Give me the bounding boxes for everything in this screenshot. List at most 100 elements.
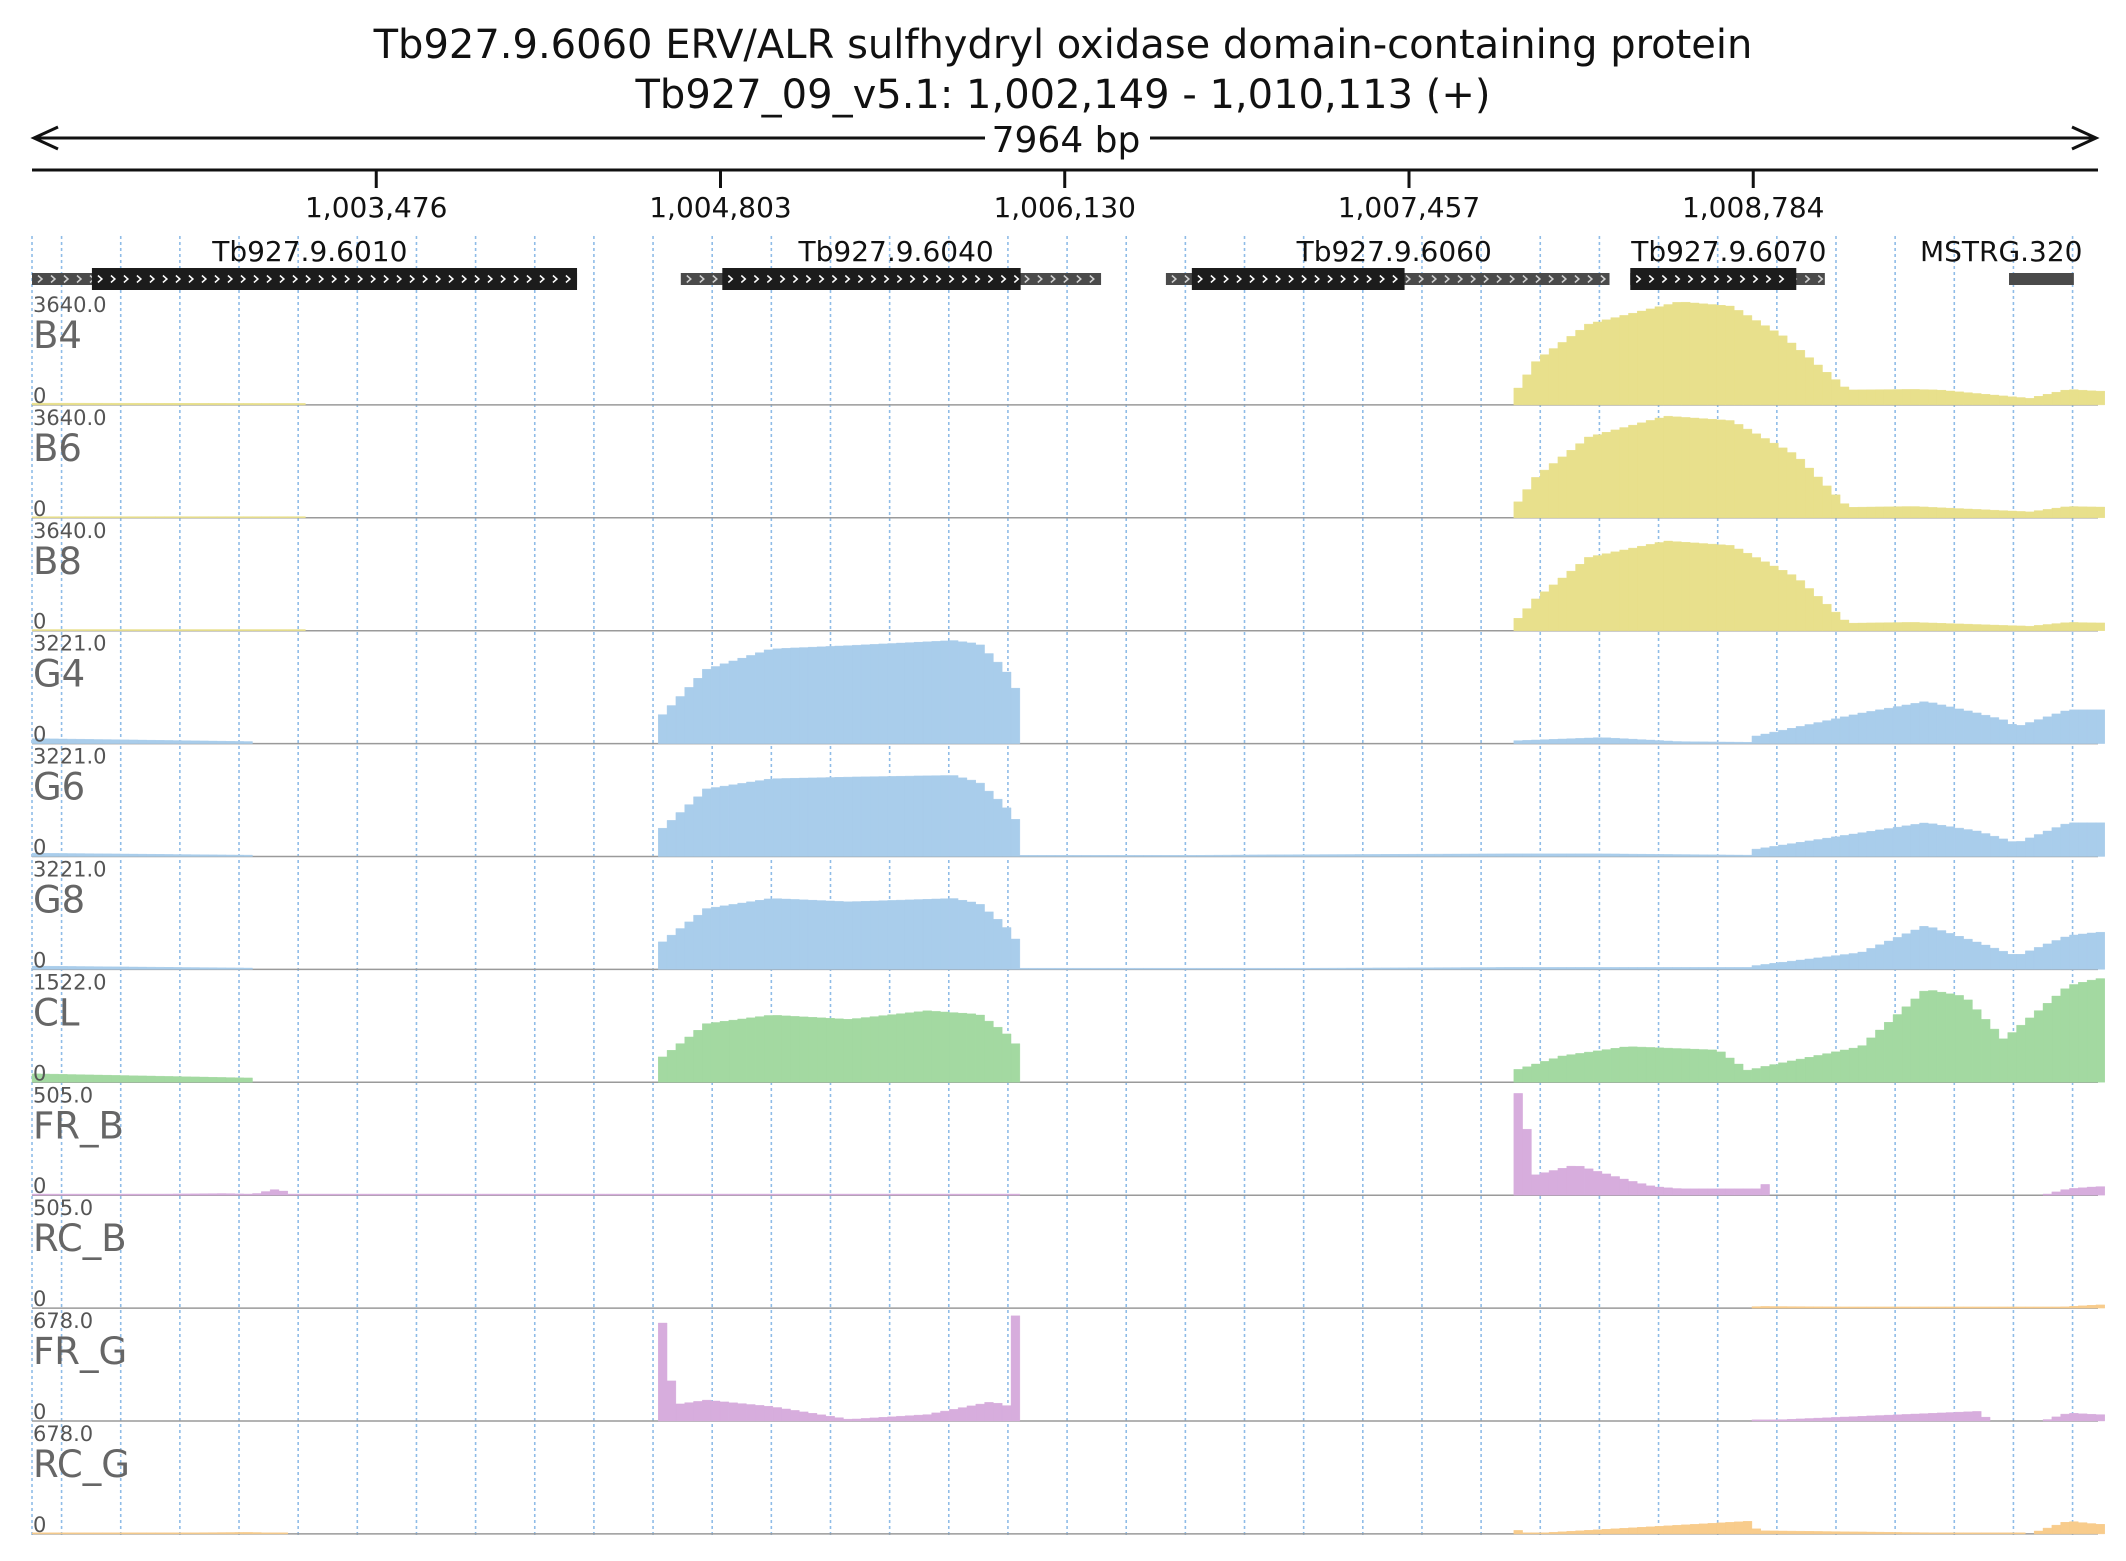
strand-chevron-icon — [63, 274, 70, 284]
strand-chevron-icon — [1236, 274, 1242, 284]
strand-chevron-icon — [370, 274, 377, 284]
gene-cds-box — [1630, 268, 1797, 290]
strand-chevron-icon — [1000, 274, 1007, 284]
coverage-track-g6: 3221.0G6 0 — [31, 745, 2105, 860]
strand-chevron-icon — [123, 274, 130, 284]
strand-chevron-icon — [1262, 274, 1268, 284]
strand-chevron-icon — [1739, 274, 1746, 284]
track-min-label: 0 — [33, 610, 46, 634]
track-min-label: 0 — [33, 1174, 46, 1198]
strand-chevron-icon — [1050, 274, 1056, 284]
strand-chevron-icon — [805, 274, 812, 284]
strand-chevron-icon — [1817, 274, 1824, 284]
strand-chevron-icon — [162, 274, 169, 284]
strand-chevron-icon — [935, 274, 942, 284]
strand-chevron-icon — [961, 274, 968, 284]
coverage-bars — [31, 978, 2105, 1083]
strand-chevron-icon — [500, 274, 507, 284]
track-name: B8 — [33, 540, 82, 583]
track-name: G8 — [33, 879, 85, 922]
coverage-track-rc-b: 505.0RC_B 0 — [32, 1196, 2105, 1311]
track-name: RC_B — [33, 1217, 127, 1260]
strand-chevron-icon — [1522, 274, 1529, 284]
strand-chevron-icon — [201, 274, 208, 284]
strand-chevron-icon — [896, 274, 903, 284]
strand-chevron-icon — [1089, 274, 1095, 284]
strand-chevron-icon — [539, 274, 546, 284]
strand-chevron-icon — [1587, 274, 1594, 284]
strand-chevron-icon — [461, 274, 468, 284]
strand-chevron-icon — [331, 274, 338, 284]
track-max-label: 1522.0 — [33, 970, 106, 994]
track-name: G6 — [33, 766, 85, 809]
strand-chevron-icon — [1635, 274, 1642, 284]
strand-chevron-icon — [779, 274, 786, 284]
strand-chevron-icon — [136, 274, 143, 284]
track-name: FR_G — [33, 1330, 127, 1373]
strand-chevron-icon — [487, 274, 494, 284]
strand-chevron-icon — [1574, 274, 1581, 284]
strand-chevron-icon — [76, 274, 83, 284]
strand-chevron-icon — [1171, 274, 1178, 284]
strand-chevron-icon — [279, 274, 286, 284]
strand-chevron-icon — [1444, 274, 1451, 284]
strand-chevron-icon — [870, 274, 877, 284]
arrow-left-icon — [30, 125, 59, 151]
strand-chevron-icon — [712, 274, 718, 284]
strand-chevron-icon — [909, 274, 916, 284]
gene-cds-strand — [1635, 274, 1785, 284]
strand-chevron-icon — [740, 274, 747, 284]
strand-chevron-icon — [1418, 274, 1425, 284]
gene-cds-strand — [97, 274, 572, 284]
strand-chevron-icon — [792, 274, 799, 284]
track-max-label: 3640.0 — [33, 406, 106, 430]
gene-cds-strand — [727, 274, 1020, 284]
strand-chevron-icon — [974, 274, 981, 284]
strand-chevron-icon — [448, 274, 455, 284]
track-name: B6 — [33, 427, 82, 470]
strand-chevron-icon — [1457, 274, 1464, 284]
gene-cds-strand — [1197, 274, 1398, 284]
strand-chevron-icon — [266, 274, 273, 284]
gene-utr-box — [2009, 273, 2074, 285]
coverage-track-b8: 3640.0B8 0 — [31, 519, 2105, 634]
strand-chevron-icon — [526, 274, 533, 284]
track-max-label: 3221.0 — [33, 858, 106, 882]
strand-chevron-icon — [565, 274, 572, 284]
strand-chevron-icon — [97, 274, 104, 284]
strand-chevron-icon — [1804, 274, 1811, 284]
strand-chevron-icon — [253, 274, 260, 284]
strand-chevron-icon — [1778, 274, 1785, 284]
strand-chevron-icon — [1249, 274, 1255, 284]
strand-chevron-icon — [1210, 274, 1216, 284]
strand-chevron-icon — [1184, 274, 1191, 284]
strand-chevron-icon — [37, 274, 44, 284]
strand-chevron-icon — [1301, 274, 1307, 284]
strand-chevron-icon — [1340, 274, 1346, 284]
strand-chevron-icon — [357, 274, 364, 284]
coverage-bars — [31, 415, 2105, 518]
strand-chevron-icon — [1288, 274, 1294, 284]
coverage-bars — [31, 640, 2105, 744]
track-max-label: 3221.0 — [33, 632, 106, 656]
track-min-label: 0 — [33, 384, 46, 408]
strand-chevron-icon — [1535, 274, 1542, 284]
track-max-label: 3640.0 — [33, 293, 106, 317]
track-min-label: 0 — [33, 1400, 46, 1424]
strand-chevron-icon — [1405, 274, 1412, 284]
strand-chevron-icon — [149, 274, 156, 284]
track-max-label: 3640.0 — [33, 519, 106, 543]
strand-chevron-icon — [686, 274, 692, 284]
strand-chevron-icon — [409, 274, 416, 284]
strand-chevron-icon — [1648, 274, 1655, 284]
coverage-bars — [31, 775, 2105, 857]
gene-label: Tb927.9.6060 — [1296, 235, 1492, 268]
coverage-bars — [31, 302, 2105, 406]
strand-chevron-icon — [1327, 274, 1333, 284]
strand-chevron-icon — [1600, 274, 1607, 284]
strand-chevron-icon — [1037, 274, 1043, 284]
strand-chevron-icon — [1548, 274, 1555, 284]
track-min-label: 0 — [33, 497, 46, 521]
coverage-bars — [31, 1521, 2105, 1535]
track-min-label: 0 — [33, 836, 46, 860]
